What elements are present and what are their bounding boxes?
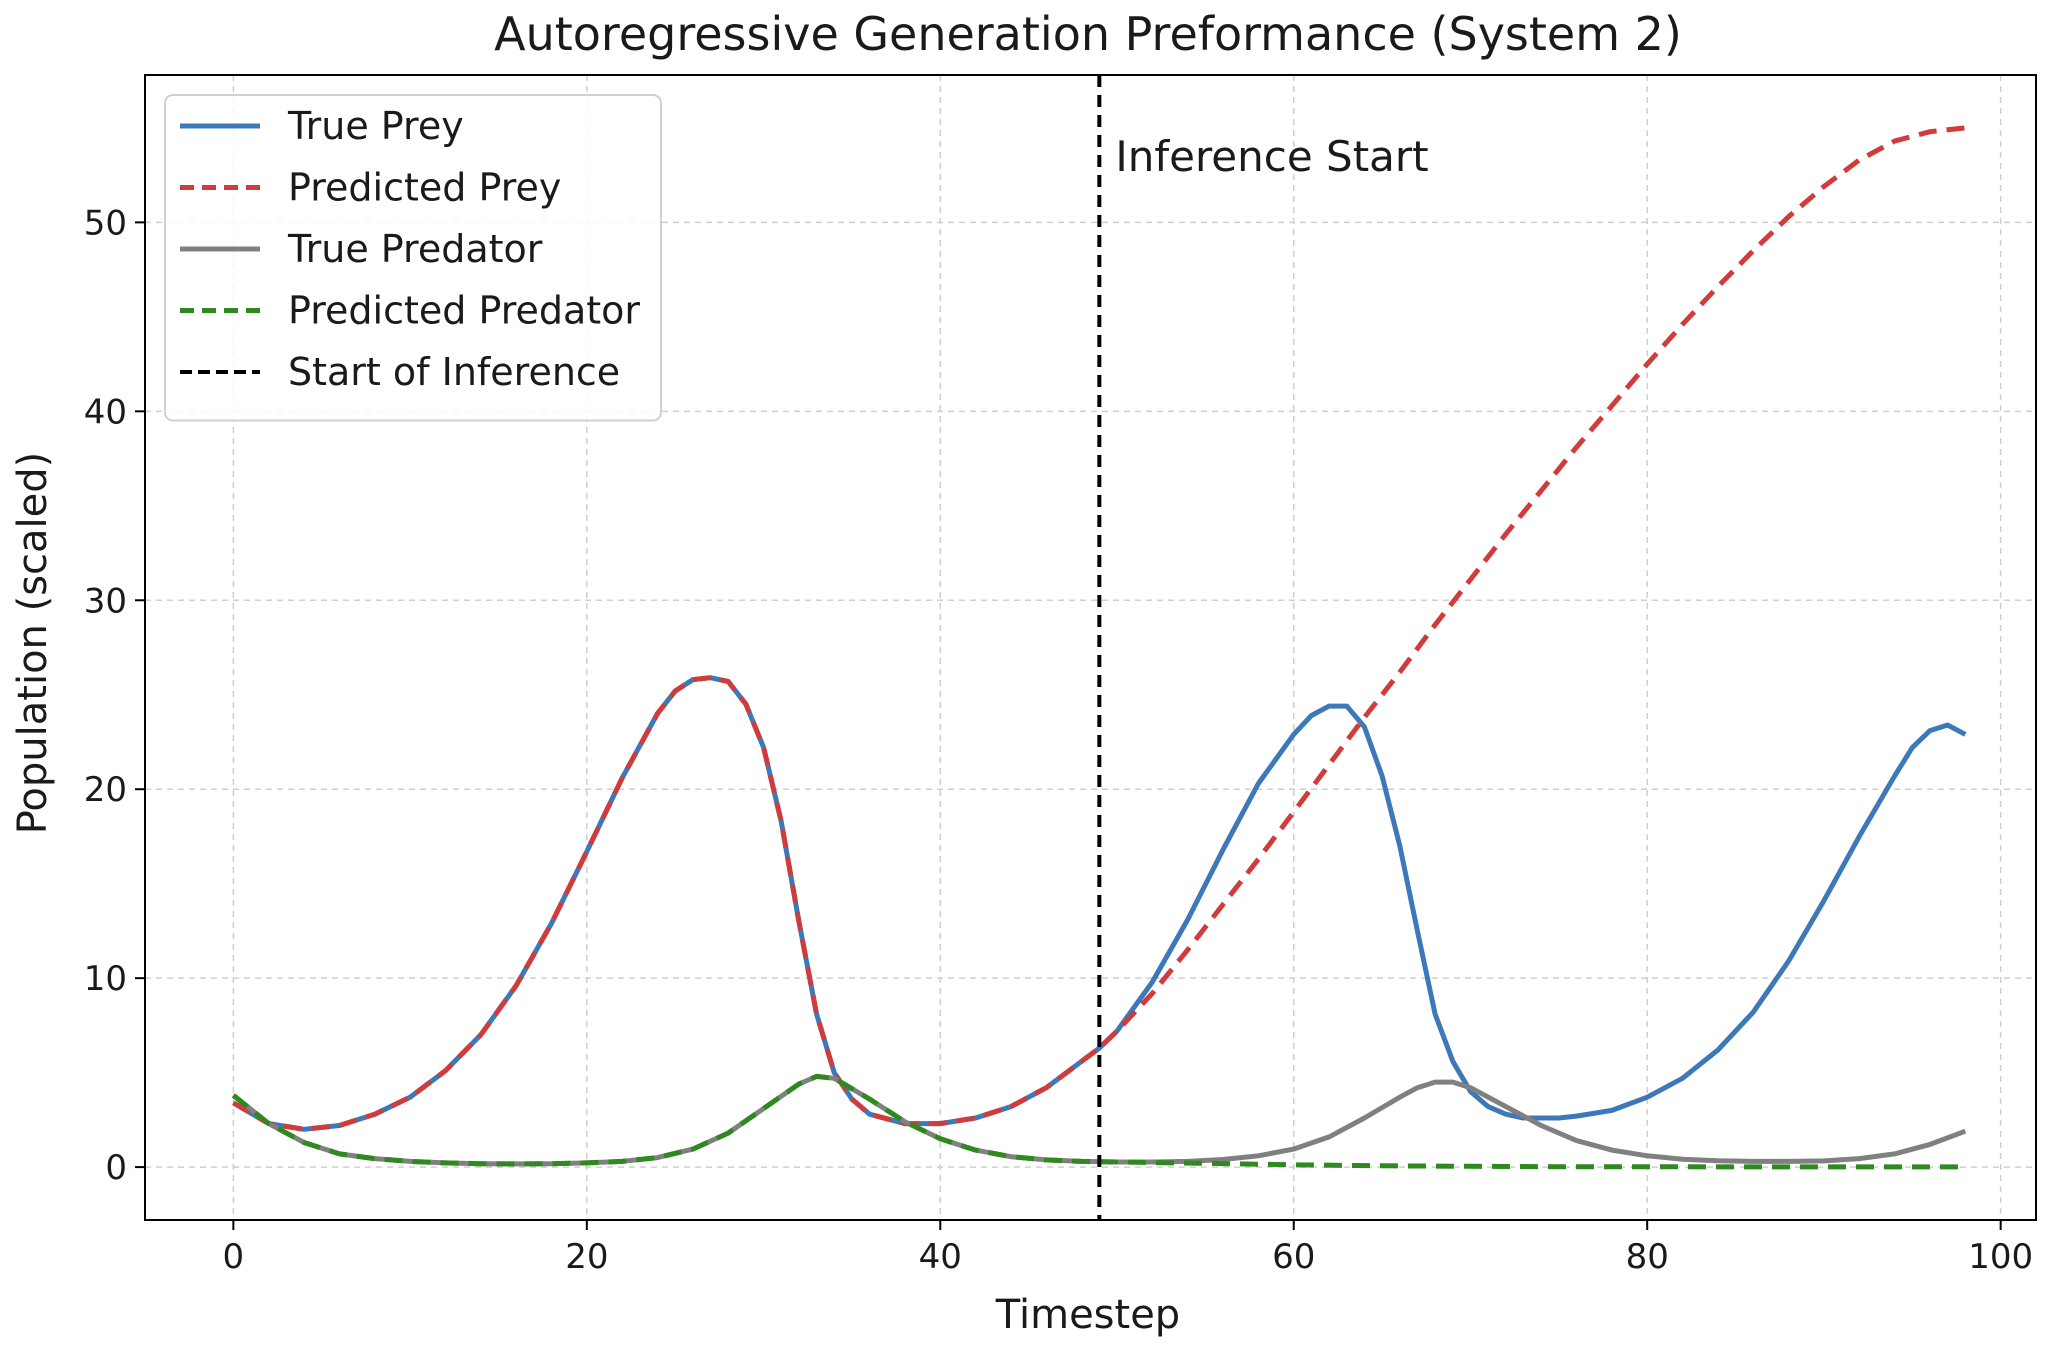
y-axis-label: Population (scaled)	[10, 452, 56, 835]
y-tick-label: 30	[84, 581, 127, 621]
inference-start-annotation: Inference Start	[1115, 132, 1428, 181]
y-tick-label: 10	[84, 959, 127, 999]
y-tick-label: 20	[84, 770, 127, 810]
x-tick-label: 20	[565, 1237, 608, 1277]
legend-label-predicted-predator: Predicted Predator	[288, 289, 640, 333]
x-tick-label: 80	[1626, 1237, 1669, 1277]
legend-label-predicted-prey: Predicted Prey	[288, 166, 561, 210]
series-lines	[231, 75, 1967, 1220]
chart-title: Autoregressive Generation Preformance (S…	[494, 7, 1682, 61]
predicted-predator-line	[231, 1073, 1966, 1170]
legend-label-true-prey: True Prey	[287, 104, 464, 148]
axes: 0 20 40 60 80 100 0 10 20 30 40 50	[84, 203, 2033, 1277]
predicted-prey-line	[232, 125, 1966, 1132]
y-tick-label: 50	[84, 203, 127, 243]
y-tick-label: 0	[105, 1148, 127, 1188]
x-tick-label: 0	[223, 1237, 245, 1277]
plot-frame	[144, 74, 2037, 1221]
y-tick-label: 40	[84, 392, 127, 432]
legend-label-true-predator: True Predator	[287, 227, 543, 271]
x-tick-label: 40	[919, 1237, 962, 1277]
x-tick-label: 60	[1272, 1237, 1315, 1277]
legend-box	[164, 94, 662, 422]
x-tick-label: 100	[1968, 1237, 2033, 1277]
x-axis-label: Timestep	[995, 1292, 1180, 1338]
legend-label-start-of-inference: Start of Inference	[288, 350, 620, 394]
legend: True Prey Predicted Prey True Predator Pred…	[164, 94, 662, 422]
